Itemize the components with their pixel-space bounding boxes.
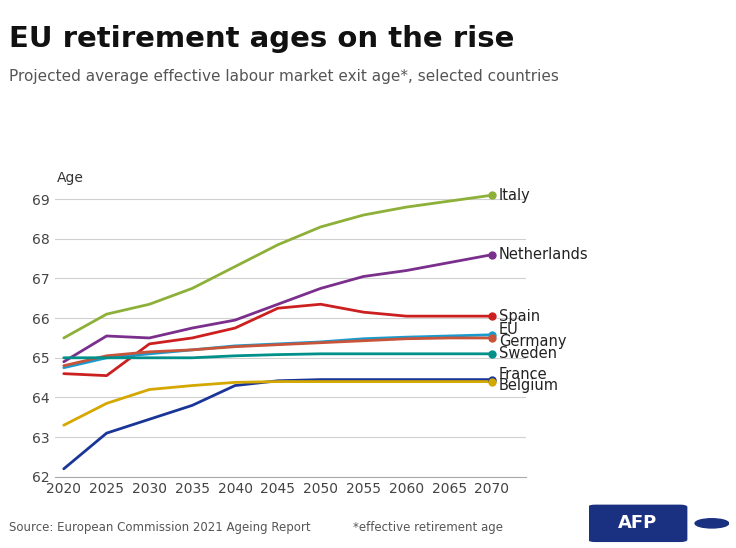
- Text: EU: EU: [499, 322, 519, 336]
- Text: EU retirement ages on the rise: EU retirement ages on the rise: [9, 25, 514, 53]
- FancyBboxPatch shape: [589, 505, 687, 541]
- Text: Age: Age: [57, 172, 84, 185]
- Text: Italy: Italy: [499, 187, 531, 203]
- Circle shape: [695, 519, 729, 528]
- Text: Netherlands: Netherlands: [499, 247, 589, 262]
- Text: *effective retirement age: *effective retirement age: [353, 521, 503, 534]
- Text: Projected average effective labour market exit age*, selected countries: Projected average effective labour marke…: [9, 68, 559, 83]
- Text: France: France: [499, 367, 548, 383]
- Text: Germany: Germany: [499, 334, 566, 349]
- Text: AFP: AFP: [618, 515, 657, 532]
- Text: Belgium: Belgium: [499, 378, 559, 393]
- Text: Sweden: Sweden: [499, 346, 557, 361]
- Text: Source: European Commission 2021 Ageing Report: Source: European Commission 2021 Ageing …: [9, 521, 311, 534]
- Text: Spain: Spain: [499, 309, 540, 324]
